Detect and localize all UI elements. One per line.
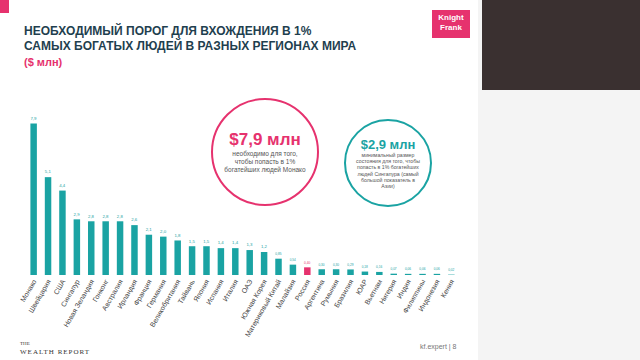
svg-text:2,8: 2,8 — [102, 214, 109, 219]
svg-text:Нигерия: Нигерия — [378, 278, 398, 305]
html-text:минимальный размер состояния д: минимальный размер состояния для того, ч… — [356, 151, 420, 189]
svg-text:Филиппины: Филиппины — [402, 278, 427, 314]
html-text:($ млн): ($ млн) — [24, 56, 63, 68]
svg-text:0,06: 0,06 — [419, 267, 425, 271]
svg-text:США: США — [52, 278, 66, 296]
svg-text:Аргентина: Аргентина — [303, 278, 327, 311]
svg-text:Великобритания: Великобритания — [149, 278, 183, 329]
svg-text:Индия: Индия — [396, 278, 413, 300]
svg-text:1,4: 1,4 — [232, 240, 239, 245]
svg-text:Россия: Россия — [294, 278, 312, 302]
svg-text:2,9: 2,9 — [74, 212, 81, 217]
svg-text:2,8: 2,8 — [117, 214, 124, 219]
svg-text:0,30: 0,30 — [333, 263, 339, 267]
html-text:$7,9 млн: $7,9 млн — [229, 130, 301, 150]
svg-text:0,02: 0,02 — [448, 268, 454, 272]
svg-text:2,8: 2,8 — [88, 214, 95, 219]
svg-text:Швейцария: Швейцария — [27, 278, 53, 315]
svg-text:0,16: 0,16 — [376, 265, 382, 269]
svg-text:0,06: 0,06 — [405, 267, 411, 271]
svg-text:7,9: 7,9 — [30, 116, 37, 121]
svg-text:ЮАР: ЮАР — [355, 278, 369, 296]
svg-text:Германия: Германия — [145, 278, 168, 309]
svg-text:Гонконг: Гонконг — [91, 278, 110, 303]
svg-text:1,4: 1,4 — [218, 240, 225, 245]
svg-text:Южная Корея: Южная Корея — [240, 278, 269, 321]
svg-text:ОАЭ: ОАЭ — [240, 278, 253, 294]
svg-text:2,0: 2,0 — [160, 229, 167, 234]
html-text:НЕОБХОДИМЫЙ ПОРОГ ДЛЯ ВХОЖДЕНИ: НЕОБХОДИМЫЙ ПОРОГ ДЛЯ ВХОЖДЕНИЯ В 1% САМ… — [24, 24, 357, 53]
svg-text:Новая Зеландия: Новая Зеландия — [62, 278, 96, 329]
svg-text:1,5: 1,5 — [189, 239, 196, 244]
svg-text:1,2: 1,2 — [261, 244, 268, 249]
svg-text:2,6: 2,6 — [131, 217, 138, 222]
svg-text:0,29: 0,29 — [347, 263, 353, 267]
svg-text:Япония: Япония — [192, 278, 210, 303]
html-text:kf.expert | 8: kf.expert | 8 — [420, 343, 457, 350]
svg-text:Сингапур: Сингапур — [60, 278, 82, 308]
svg-text:0,06: 0,06 — [434, 267, 440, 271]
html-text:необходимо для того, чтобы поп: необходимо для того, чтобы попасть в 1% … — [224, 150, 306, 173]
svg-text:Испания: Испания — [205, 278, 225, 306]
html-text:$2,9 млн: $2,9 млн — [360, 136, 416, 152]
svg-text:Монако: Монако — [19, 278, 37, 303]
svg-text:Вьетнам: Вьетнам — [363, 278, 383, 306]
svg-text:1,8: 1,8 — [174, 233, 181, 238]
svg-text:0,54: 0,54 — [290, 258, 296, 262]
svg-text:Кения: Кения — [439, 278, 455, 299]
svg-text:Бразилия: Бразилия — [333, 278, 356, 309]
svg-text:Малайзия: Малайзия — [274, 278, 296, 310]
svg-text:5,1: 5,1 — [45, 169, 52, 174]
svg-text:Франция: Франция — [132, 278, 153, 307]
svg-text:0,30: 0,30 — [318, 263, 324, 267]
svg-text:2,1: 2,1 — [146, 227, 153, 232]
svg-text:4,4: 4,4 — [59, 183, 66, 188]
svg-text:Ирландия: Ирландия — [116, 278, 139, 310]
svg-text:0,40: 0,40 — [304, 261, 310, 265]
html-text:THE: THE — [20, 341, 30, 346]
svg-text:0,85: 0,85 — [275, 252, 281, 256]
html-text:Knight Frank: Knight Frank — [438, 13, 464, 32]
svg-text:Италия: Италия — [221, 278, 239, 302]
svg-text:Материковый Китай: Материковый Китай — [244, 278, 283, 338]
svg-text:1,3: 1,3 — [246, 242, 253, 247]
html-text:WEALTH REPORT: WEALTH REPORT — [20, 348, 91, 356]
svg-text:0,07: 0,07 — [391, 267, 397, 271]
svg-text:Тайвань: Тайвань — [177, 278, 197, 305]
svg-text:0,18: 0,18 — [362, 265, 368, 269]
svg-text:Австралия: Австралия — [101, 278, 125, 312]
svg-text:Румыния: Румыния — [319, 278, 341, 308]
svg-text:1,5: 1,5 — [203, 239, 210, 244]
svg-text:Индонезия: Индонезия — [417, 278, 442, 313]
